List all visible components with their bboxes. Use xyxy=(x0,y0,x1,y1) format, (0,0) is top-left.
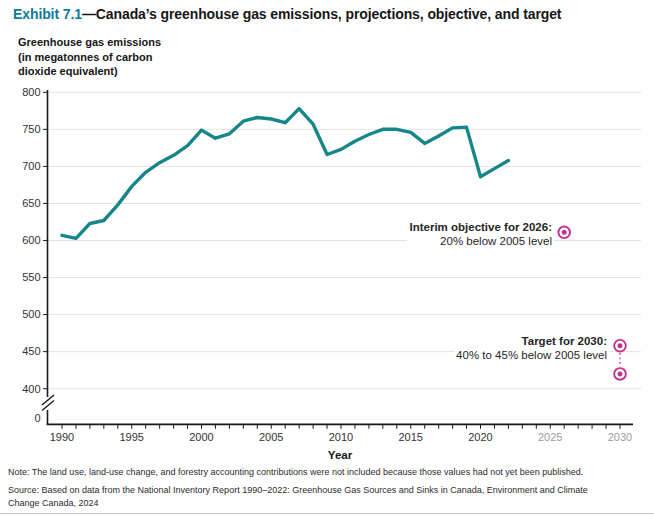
y-tick-label-600: 600 xyxy=(22,234,40,246)
x-axis-tick-labels: 1990 1995 2000 2005 2010 2015 2020 2025 2030 xyxy=(50,431,632,443)
x-tick-label-2030: 2030 xyxy=(608,431,632,443)
note-text: Note: The land use, land-use change, and… xyxy=(8,467,654,477)
bottom-divider xyxy=(0,513,654,514)
y-tick-label-450: 450 xyxy=(22,345,40,357)
y-tick-label-400: 400 xyxy=(22,383,40,395)
exhibit-figure: 800 750 700 650 600 550 500 450 400 0 1990 1995 2000… xyxy=(0,0,654,516)
y-axis-title-line-3: dioxide equivalent) xyxy=(18,64,161,79)
y-tick-label-550: 550 xyxy=(22,271,40,283)
x-tick-label-2025: 2025 xyxy=(538,431,562,443)
target-2030-annotation: Target for 2030: 40% to 45% below 2005 l… xyxy=(454,334,609,363)
y-tick-label-0: 0 xyxy=(34,412,40,424)
interim-objective-marker xyxy=(558,227,570,239)
x-tick-label-1995: 1995 xyxy=(120,431,144,443)
y-axis-ticks: 800 750 700 650 600 550 500 450 400 0 xyxy=(22,86,47,423)
target-2030-upper-marker xyxy=(614,340,626,352)
chart-title-text: —Canada’s greenhouse gas emissions, proj… xyxy=(82,6,562,22)
source-text: Source: Based on data from the National … xyxy=(8,484,612,509)
x-axis-title: Year xyxy=(47,449,633,461)
target-2030-subtitle: 40% to 45% below 2005 level xyxy=(456,349,607,363)
chart-title: Exhibit 7.1—Canada’s greenhouse gas emis… xyxy=(13,6,561,22)
y-tick-label-700: 700 xyxy=(22,160,40,172)
target-2030-lower-marker xyxy=(614,368,626,380)
x-axis-ticks xyxy=(62,424,620,429)
y-axis-title: Greenhouse gas emissions (in megatonnes … xyxy=(18,35,161,79)
x-tick-label-2015: 2015 xyxy=(399,431,423,443)
x-tick-label-2000: 2000 xyxy=(189,431,213,443)
target-2030-title: Target for 2030: xyxy=(456,335,607,349)
x-tick-label-2005: 2005 xyxy=(259,431,283,443)
x-tick-label-1990: 1990 xyxy=(50,431,74,443)
y-tick-label-800: 800 xyxy=(22,86,40,98)
y-axis-title-line-1: Greenhouse gas emissions xyxy=(18,35,161,50)
y-tick-label-750: 750 xyxy=(22,123,40,135)
x-tick-label-2020: 2020 xyxy=(468,431,492,443)
interim-objective-annotation: Interim objective for 2026: 20% below 20… xyxy=(407,220,554,249)
interim-objective-title: Interim objective for 2026: xyxy=(409,221,552,235)
x-tick-label-2010: 2010 xyxy=(329,431,353,443)
y-axis-title-line-2: (in megatonnes of carbon xyxy=(18,50,161,65)
y-tick-label-500: 500 xyxy=(22,308,40,320)
emissions-line xyxy=(62,109,508,239)
interim-objective-subtitle: 20% below 2005 level xyxy=(409,235,552,249)
exhibit-number: Exhibit 7.1 xyxy=(13,6,82,22)
y-tick-label-650: 650 xyxy=(22,197,40,209)
